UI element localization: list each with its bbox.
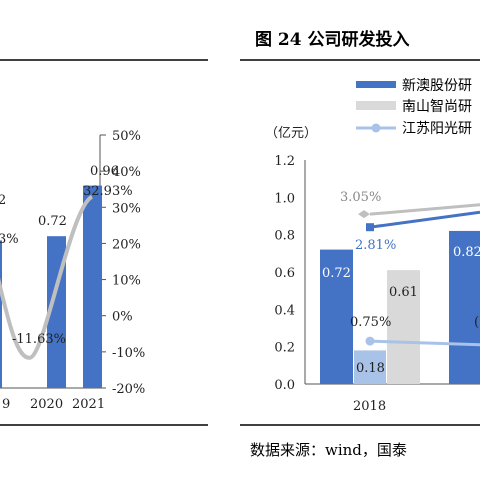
legend-label-jiangsu: 江苏阳光研 — [402, 121, 472, 137]
legend-label-xinao: 新澳股份研 — [402, 78, 472, 94]
right-y-tick-label: 0.4 — [274, 303, 295, 318]
right-chart: （亿元） 1.2 1.0 0.8 0.6 0.4 0.2 0.0 0.72 0.82 0.61 0… — [265, 78, 480, 414]
line-nanshan — [369, 203, 480, 216]
right-x-category: 2018 — [353, 399, 386, 414]
marker-xinao — [366, 223, 374, 232]
left-x-category: 9 — [2, 397, 10, 412]
left-bar-partial — [0, 240, 2, 388]
bar-xinao-2018 — [320, 249, 353, 384]
bar-xinao-2019 — [449, 230, 480, 384]
left-x-category: 2020 — [30, 397, 63, 412]
line-xinao — [369, 210, 480, 229]
right-figure-title: 图 24 公司研发投入 — [255, 29, 410, 50]
left-label-2020-bar: 0.72 — [38, 214, 67, 229]
left-bar — [83, 185, 102, 388]
legend-label-nanshan: 南山智尚研 — [402, 99, 472, 115]
bar-jiangsu-2018 — [354, 350, 386, 384]
left-y2-tick-label: -10% — [112, 346, 145, 361]
label-xinao-ratio: 2.81% — [355, 238, 396, 253]
right-unit-label: （亿元） — [265, 126, 317, 141]
label-nanshan-2018: 0.61 — [389, 285, 418, 300]
left-label-2020-growth: -11.63% — [12, 332, 66, 347]
left-y2-tick-label: 40% — [112, 165, 141, 180]
line-jiangsu — [369, 339, 480, 347]
left-y2-tick-label: 50% — [112, 129, 141, 144]
left-y2-tick-label: 20% — [112, 237, 141, 252]
legend-swatch-xinao — [356, 81, 396, 88]
partial-label: ( — [474, 315, 479, 330]
left-label-2021-bar: 0.96 — [90, 164, 119, 179]
source-note: 数据来源：wind，国泰 — [250, 441, 407, 459]
left-y2-tick-label: 0% — [112, 310, 133, 325]
right-y-tick-label: 1.0 — [274, 191, 295, 206]
label-nanshan-ratio: 3.05% — [340, 190, 381, 205]
left-label-2019-bar: 2 — [0, 193, 6, 208]
right-y-tick-label: 0.6 — [274, 266, 295, 281]
left-y2-tick-label: -20% — [112, 382, 145, 397]
legend-swatch-nanshan — [356, 101, 396, 110]
right-y-tick-label: 0.0 — [274, 378, 295, 393]
legend-marker-jiangsu — [371, 123, 381, 133]
right-y-tick-label: 1.2 — [274, 154, 295, 169]
left-label-2019-growth: 3% — [0, 232, 19, 247]
label-jiangsu-2018: 0.18 — [356, 361, 385, 376]
label-xinao-2019: 0.82 — [453, 245, 480, 260]
right-y-tick-label: 0.8 — [274, 229, 295, 244]
left-x-category: 2021 — [72, 397, 105, 412]
marker-jiangsu — [365, 336, 375, 346]
left-y2-tick-label: 10% — [112, 274, 141, 289]
left-y2-tick-label: 30% — [112, 201, 141, 216]
label-jiangsu-ratio: 0.75% — [350, 315, 391, 330]
label-xinao-2018: 0.72 — [322, 266, 351, 281]
right-y-tick-label: 0.2 — [274, 341, 295, 356]
left-label-2021-growth: 32.93% — [83, 184, 133, 199]
left-chart: 50% 40% 30% 20% 10% 0% -10% -20% 2 0.72 0.96 3% -11… — [0, 129, 145, 412]
marker-nanshan — [358, 210, 370, 219]
left-growth-line — [0, 194, 94, 360]
bar-nanshan-2018 — [387, 270, 420, 384]
